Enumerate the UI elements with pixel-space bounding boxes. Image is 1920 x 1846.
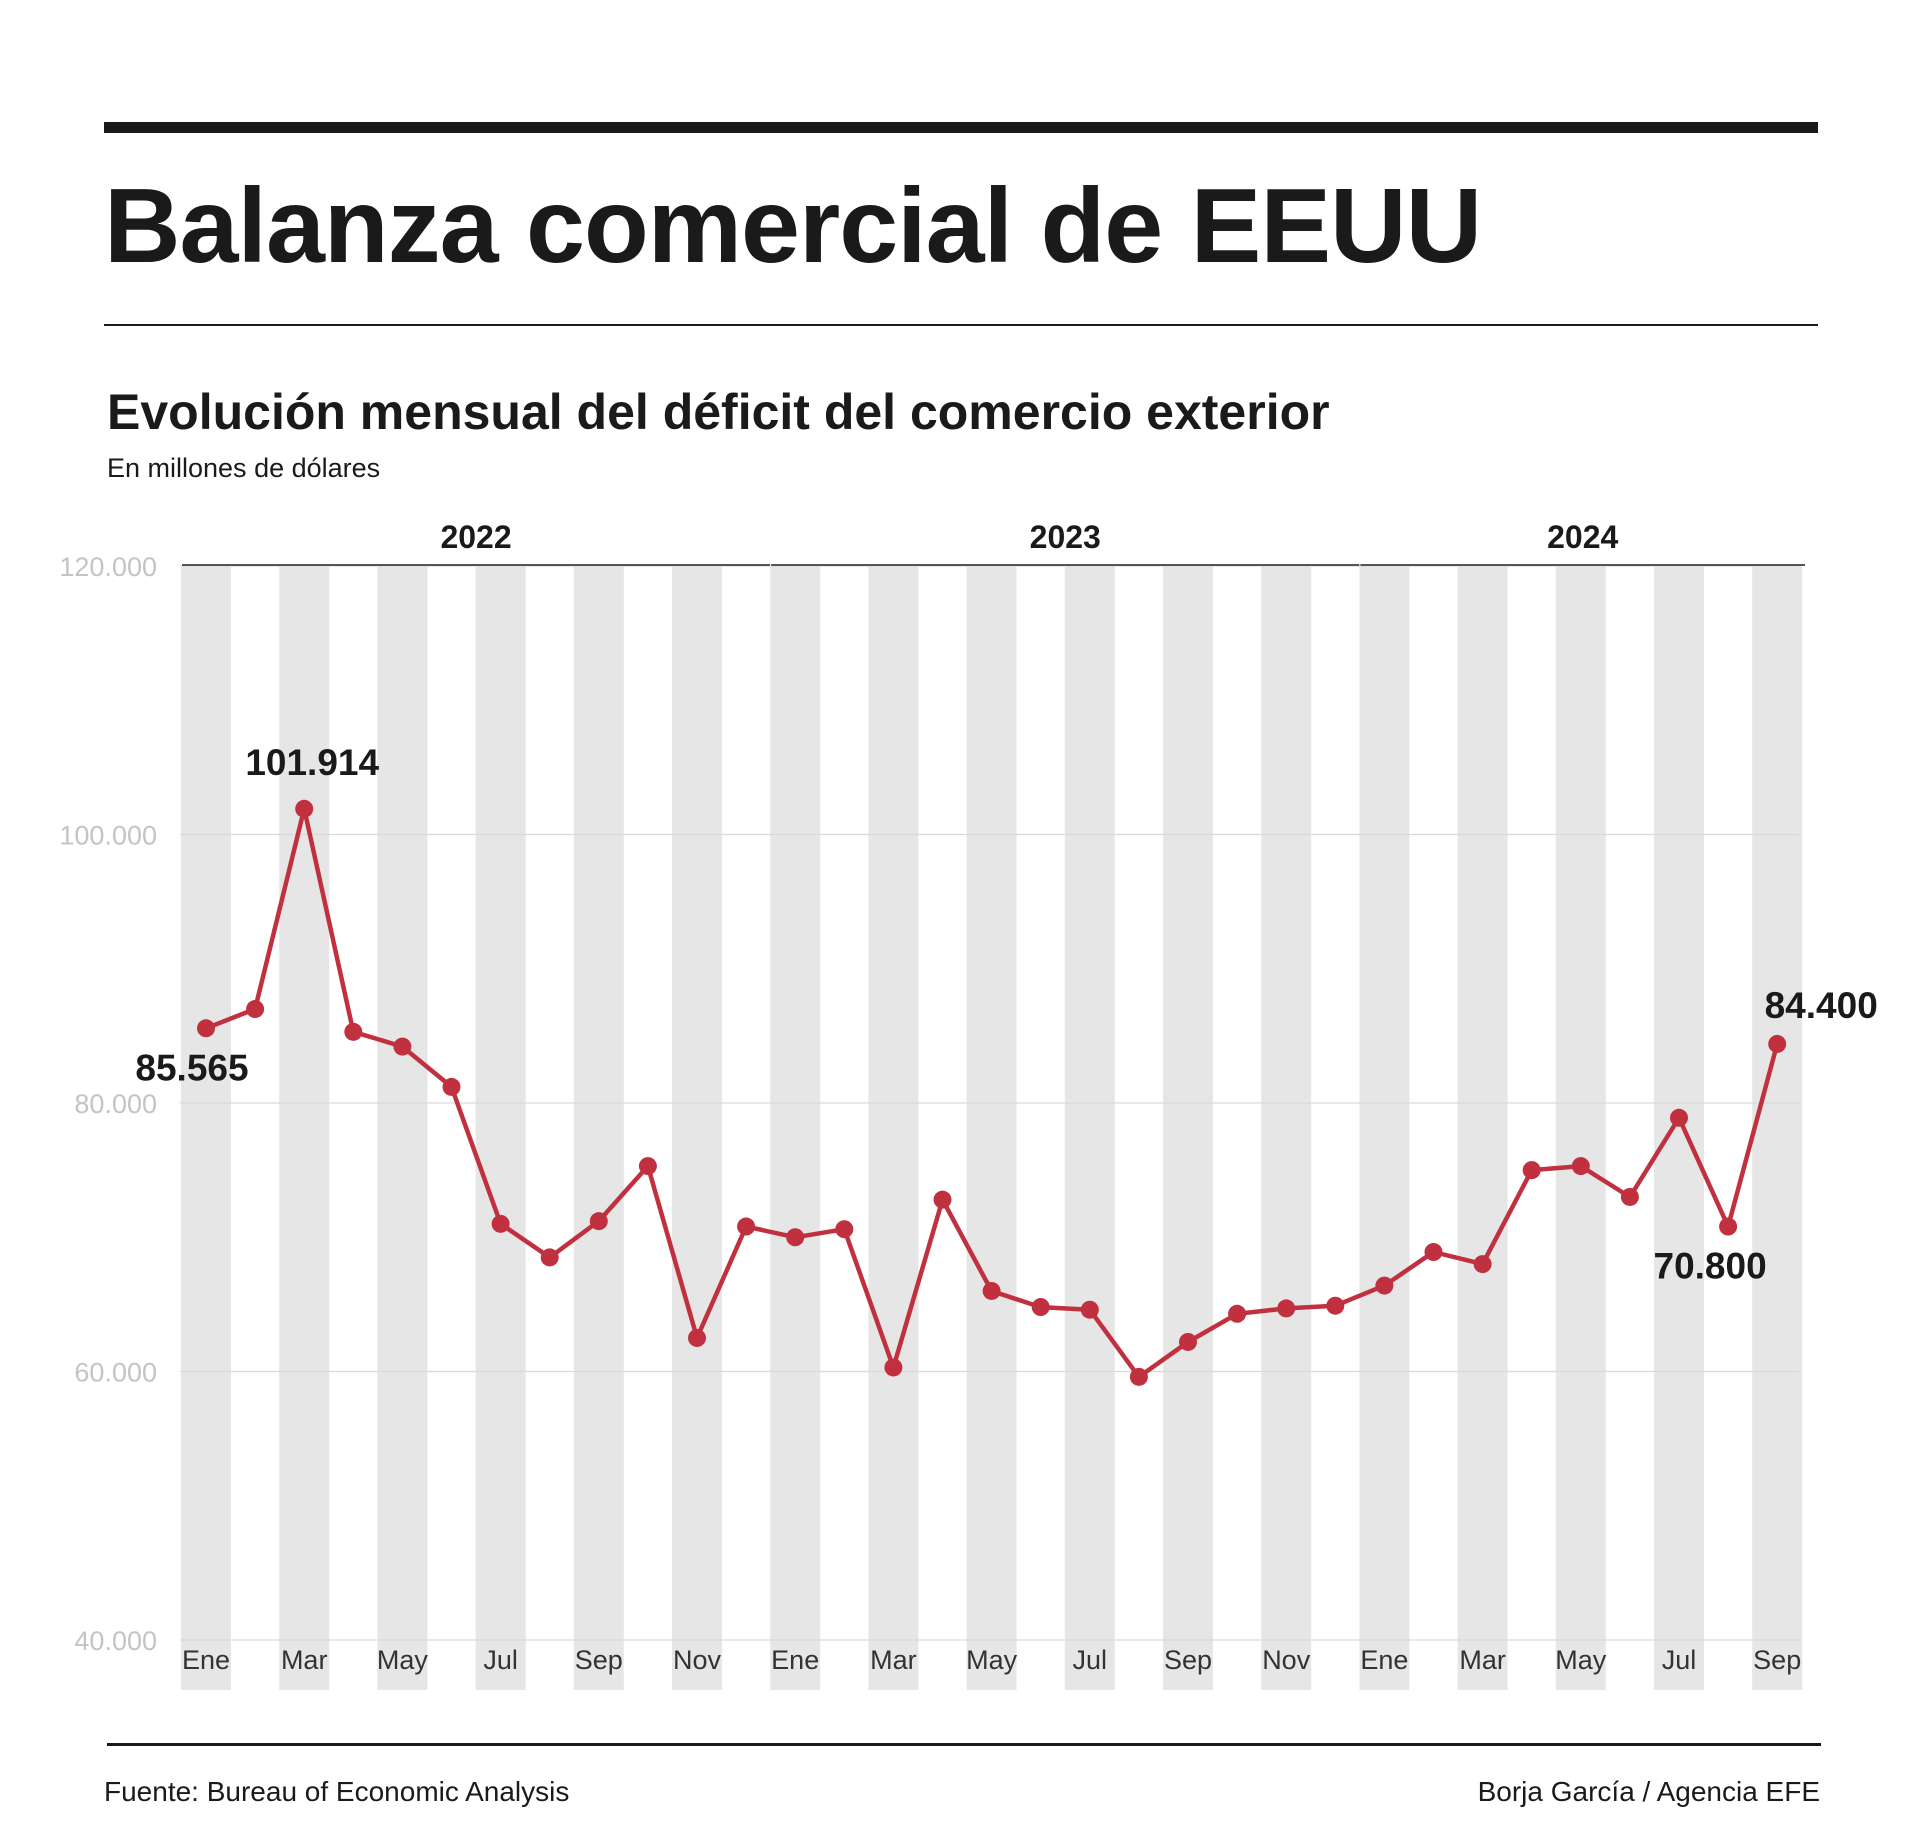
- y-axis: 40.000 60.000 80.000 100.000 120.000: [59, 552, 157, 1656]
- data-point: [1031, 1298, 1050, 1317]
- top-rule: [104, 122, 1818, 133]
- month-band: [475, 566, 526, 1690]
- month-band: [966, 566, 1017, 1690]
- x-tick-label: Jul: [1662, 1645, 1697, 1675]
- data-point: [786, 1228, 805, 1247]
- x-axis: Ene Mar May Jul Sep Nov Ene Mar May Jul Sep Nov Ene M…: [182, 1645, 1801, 1675]
- series-layer: [197, 799, 1787, 1386]
- data-point: [1670, 1108, 1688, 1127]
- month-band: [1359, 566, 1410, 1690]
- month-band: [1555, 566, 1606, 1690]
- y-tick-label: 80.000: [74, 1089, 157, 1119]
- data-point: [688, 1328, 706, 1347]
- data-point: [442, 1077, 461, 1096]
- data-point: [295, 799, 314, 818]
- data-point: [737, 1217, 756, 1236]
- month-band: [279, 566, 330, 1690]
- footer-rule: [107, 1743, 1821, 1746]
- data-point: [540, 1248, 559, 1267]
- title-rule: [104, 324, 1818, 326]
- data-point: [1326, 1296, 1345, 1315]
- page-title: Balanza comercial de EEUU: [104, 167, 1482, 285]
- x-tick-label: Mar: [1459, 1645, 1506, 1675]
- chart-subtitle: Evolución mensual del déficit del comerc…: [107, 384, 1330, 440]
- month-band: [377, 566, 428, 1690]
- data-label: 70.800: [1654, 1246, 1767, 1287]
- month-band: [1163, 566, 1213, 1690]
- data-point: [1571, 1157, 1590, 1176]
- month-band: [672, 566, 722, 1690]
- data-labels: 85.565 101.914 70.800 84.400: [135, 742, 1877, 1287]
- x-tick-label: May: [966, 1645, 1018, 1675]
- month-band: [181, 566, 231, 1690]
- data-point: [1768, 1034, 1787, 1053]
- units-label: En millones de dólares: [107, 453, 381, 483]
- x-tick-label: Ene: [182, 1645, 230, 1675]
- data-point: [933, 1190, 952, 1209]
- x-tick-label: Sep: [575, 1645, 623, 1675]
- data-point: [1179, 1332, 1197, 1351]
- y-tick-label: 100.000: [59, 821, 157, 851]
- x-tick-label: May: [377, 1645, 429, 1675]
- data-point: [1473, 1255, 1492, 1274]
- data-point: [589, 1212, 608, 1231]
- data-point: [1424, 1243, 1443, 1262]
- data-point: [1620, 1187, 1639, 1206]
- month-band: [1261, 566, 1312, 1690]
- data-point: [1228, 1304, 1247, 1323]
- data-point: [1719, 1217, 1738, 1236]
- data-point: [1080, 1300, 1099, 1319]
- year-label: 2022: [440, 519, 511, 555]
- credit-note: Borja García / Agencia EFE: [1477, 1776, 1820, 1807]
- x-tick-label: Sep: [1164, 1645, 1212, 1675]
- month-band: [1752, 566, 1803, 1690]
- x-tick-label: Ene: [771, 1645, 819, 1675]
- data-point: [344, 1022, 363, 1041]
- data-point: [246, 1000, 265, 1019]
- data-label: 84.400: [1765, 985, 1878, 1026]
- source-note: Fuente: Bureau of Economic Analysis: [104, 1776, 570, 1807]
- x-tick-label: Jul: [483, 1645, 518, 1675]
- year-label: 2023: [1030, 519, 1101, 555]
- data-point: [835, 1220, 854, 1239]
- month-band: [868, 566, 919, 1690]
- data-label: 85.565: [135, 1047, 248, 1088]
- x-tick-label: Mar: [870, 1645, 917, 1675]
- year-label: 2024: [1547, 519, 1618, 555]
- data-point: [393, 1037, 412, 1056]
- y-tick-label: 60.000: [74, 1358, 157, 1388]
- x-tick-label: Mar: [281, 1645, 328, 1675]
- data-point: [1129, 1367, 1148, 1386]
- data-label: 101.914: [245, 742, 379, 783]
- data-point: [1522, 1161, 1541, 1180]
- month-band: [1654, 566, 1704, 1690]
- month-band: [770, 566, 821, 1690]
- data-point: [638, 1157, 657, 1176]
- data-point: [197, 1019, 215, 1038]
- x-tick-label: Nov: [1262, 1645, 1311, 1675]
- month-band: [1457, 566, 1508, 1690]
- month-band: [1064, 566, 1115, 1690]
- y-tick-label: 120.000: [59, 552, 157, 582]
- month-band: [573, 566, 624, 1690]
- data-point: [982, 1281, 1001, 1300]
- data-point: [884, 1358, 903, 1377]
- month-bands: [181, 566, 1803, 1690]
- x-tick-label: Jul: [1073, 1645, 1108, 1675]
- data-point: [491, 1214, 510, 1233]
- y-tick-label: 40.000: [74, 1626, 157, 1656]
- x-tick-label: Ene: [1360, 1645, 1408, 1675]
- data-point: [1375, 1276, 1394, 1295]
- data-point: [1277, 1299, 1296, 1318]
- x-tick-label: Sep: [1753, 1645, 1801, 1675]
- x-tick-label: May: [1555, 1645, 1607, 1675]
- x-tick-label: Nov: [673, 1645, 722, 1675]
- year-headers: 2022 2023 2024: [182, 519, 1805, 566]
